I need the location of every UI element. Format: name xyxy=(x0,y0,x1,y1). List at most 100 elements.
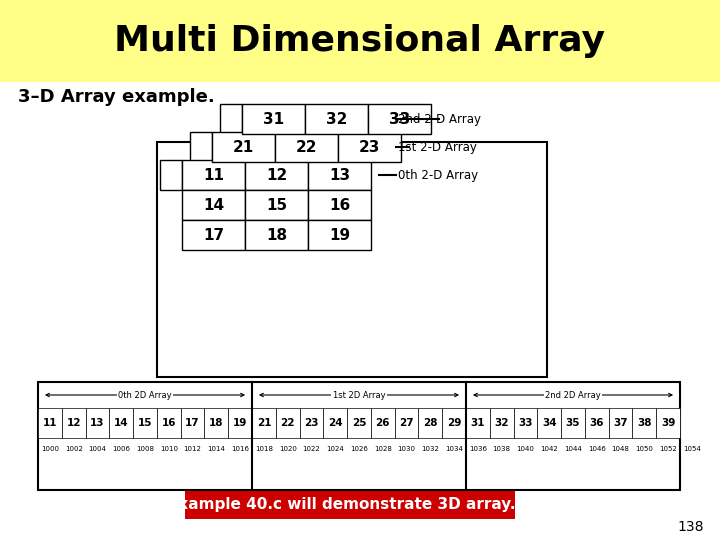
Text: 23: 23 xyxy=(304,418,319,428)
Text: 37: 37 xyxy=(613,418,628,428)
Text: 23: 23 xyxy=(359,139,380,154)
Text: 1032: 1032 xyxy=(421,446,439,452)
Text: 14: 14 xyxy=(114,418,129,428)
Text: 1004: 1004 xyxy=(89,446,107,452)
Text: 1006: 1006 xyxy=(112,446,130,452)
FancyBboxPatch shape xyxy=(368,104,431,134)
Text: 1st 2-D Array: 1st 2-D Array xyxy=(398,140,477,153)
Text: 1024: 1024 xyxy=(326,446,344,452)
Text: 17: 17 xyxy=(185,418,200,428)
Text: 1014: 1014 xyxy=(207,446,225,452)
Text: 38: 38 xyxy=(637,418,652,428)
FancyBboxPatch shape xyxy=(38,382,680,490)
Text: 1038: 1038 xyxy=(492,446,510,452)
FancyBboxPatch shape xyxy=(86,408,109,438)
FancyBboxPatch shape xyxy=(182,220,245,250)
Text: 25: 25 xyxy=(352,418,366,428)
Text: 1002: 1002 xyxy=(65,446,83,452)
FancyBboxPatch shape xyxy=(185,491,515,519)
Text: 21: 21 xyxy=(256,418,271,428)
FancyBboxPatch shape xyxy=(228,408,252,438)
FancyBboxPatch shape xyxy=(561,408,585,438)
Text: 1000: 1000 xyxy=(41,446,59,452)
Text: 24: 24 xyxy=(328,418,343,428)
FancyBboxPatch shape xyxy=(242,104,305,134)
FancyBboxPatch shape xyxy=(275,132,338,162)
FancyBboxPatch shape xyxy=(305,104,368,134)
FancyBboxPatch shape xyxy=(160,160,182,190)
Text: 17: 17 xyxy=(203,227,224,242)
FancyBboxPatch shape xyxy=(252,408,276,438)
FancyBboxPatch shape xyxy=(245,160,308,190)
FancyBboxPatch shape xyxy=(308,160,371,190)
FancyBboxPatch shape xyxy=(442,408,466,438)
FancyBboxPatch shape xyxy=(418,408,442,438)
Text: 33: 33 xyxy=(518,418,533,428)
Text: 32: 32 xyxy=(495,418,509,428)
Text: 0th 2D Array: 0th 2D Array xyxy=(118,390,172,400)
Text: 1034: 1034 xyxy=(445,446,463,452)
FancyBboxPatch shape xyxy=(585,408,608,438)
FancyBboxPatch shape xyxy=(308,220,371,250)
FancyBboxPatch shape xyxy=(204,408,228,438)
Text: 36: 36 xyxy=(590,418,604,428)
FancyBboxPatch shape xyxy=(190,132,212,162)
Text: 11: 11 xyxy=(203,167,224,183)
FancyBboxPatch shape xyxy=(181,408,204,438)
Text: 18: 18 xyxy=(209,418,224,428)
FancyBboxPatch shape xyxy=(632,408,656,438)
FancyBboxPatch shape xyxy=(513,408,537,438)
FancyBboxPatch shape xyxy=(347,408,371,438)
Text: 19: 19 xyxy=(329,227,350,242)
Text: 1048: 1048 xyxy=(611,446,629,452)
Text: 2nd 2-D Array: 2nd 2-D Array xyxy=(398,112,481,125)
Text: 1042: 1042 xyxy=(540,446,558,452)
Text: 19: 19 xyxy=(233,418,247,428)
FancyBboxPatch shape xyxy=(62,408,86,438)
FancyBboxPatch shape xyxy=(109,408,133,438)
FancyBboxPatch shape xyxy=(537,408,561,438)
Text: 1030: 1030 xyxy=(397,446,415,452)
Text: 12: 12 xyxy=(66,418,81,428)
Text: 1036: 1036 xyxy=(469,446,487,452)
Text: 13: 13 xyxy=(329,167,350,183)
Text: 2nd 2D Array: 2nd 2D Array xyxy=(545,390,601,400)
FancyBboxPatch shape xyxy=(0,0,720,82)
FancyBboxPatch shape xyxy=(157,408,181,438)
Text: 28: 28 xyxy=(423,418,438,428)
Text: 1050: 1050 xyxy=(635,446,653,452)
Text: 1018: 1018 xyxy=(255,446,273,452)
FancyBboxPatch shape xyxy=(308,190,371,220)
Text: 22: 22 xyxy=(280,418,295,428)
Text: 1010: 1010 xyxy=(160,446,178,452)
Text: 32: 32 xyxy=(326,111,347,126)
Text: 31: 31 xyxy=(263,111,284,126)
Text: 1012: 1012 xyxy=(184,446,202,452)
FancyBboxPatch shape xyxy=(656,408,680,438)
Text: 34: 34 xyxy=(542,418,557,428)
Text: 1008: 1008 xyxy=(136,446,154,452)
FancyBboxPatch shape xyxy=(395,408,418,438)
Text: 1040: 1040 xyxy=(516,446,534,452)
FancyBboxPatch shape xyxy=(38,408,62,438)
FancyBboxPatch shape xyxy=(133,408,157,438)
FancyBboxPatch shape xyxy=(212,132,275,162)
FancyBboxPatch shape xyxy=(245,220,308,250)
Text: 15: 15 xyxy=(138,418,152,428)
Text: 22: 22 xyxy=(296,139,318,154)
FancyBboxPatch shape xyxy=(276,408,300,438)
Text: 29: 29 xyxy=(447,418,462,428)
FancyBboxPatch shape xyxy=(182,160,245,190)
FancyBboxPatch shape xyxy=(490,408,513,438)
Text: Multi Dimensional Array: Multi Dimensional Array xyxy=(114,24,606,58)
Text: 18: 18 xyxy=(266,227,287,242)
FancyBboxPatch shape xyxy=(323,408,347,438)
Text: 1016: 1016 xyxy=(231,446,249,452)
Text: 31: 31 xyxy=(471,418,485,428)
Text: 26: 26 xyxy=(376,418,390,428)
Text: 138: 138 xyxy=(678,520,704,534)
Text: 27: 27 xyxy=(400,418,414,428)
FancyBboxPatch shape xyxy=(157,142,547,377)
Text: 1020: 1020 xyxy=(279,446,297,452)
Text: 1022: 1022 xyxy=(302,446,320,452)
